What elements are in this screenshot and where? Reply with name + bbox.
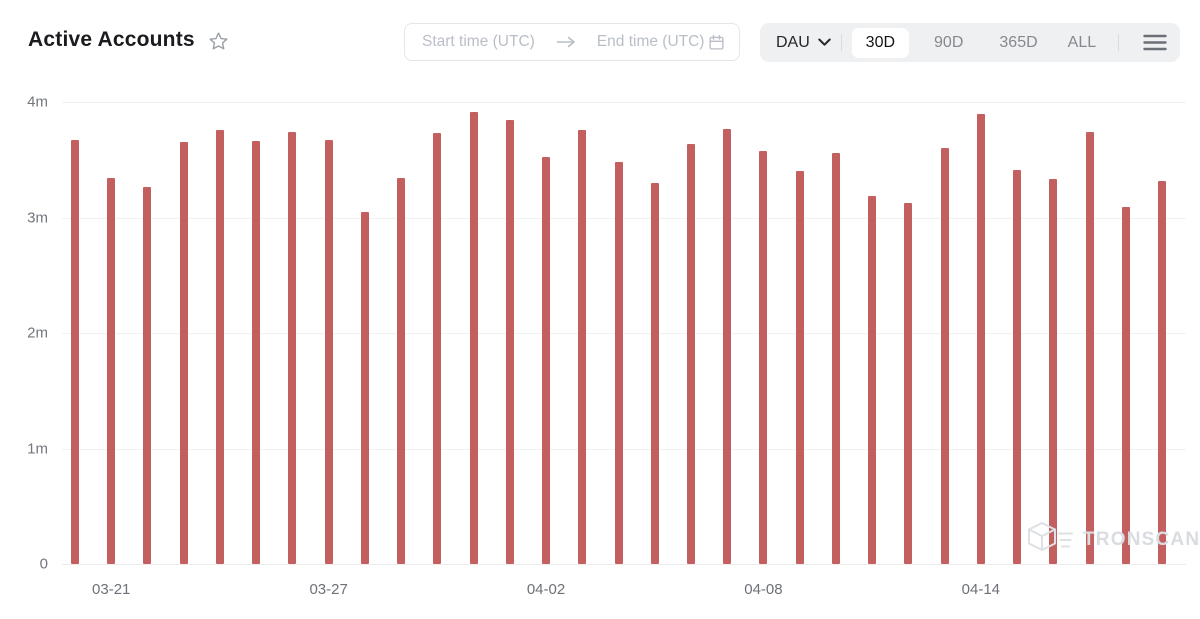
end-time-placeholder[interactable]: End time (UTC) xyxy=(596,33,705,50)
gridline xyxy=(62,448,1186,450)
range-button-30d[interactable]: 30D xyxy=(851,27,910,58)
bar[interactable] xyxy=(71,140,79,564)
bar[interactable] xyxy=(107,178,116,564)
bar[interactable] xyxy=(179,142,188,564)
bar[interactable] xyxy=(324,140,333,564)
bar[interactable] xyxy=(831,152,840,564)
chart-controls: DAU 30D 90D 365D ALL xyxy=(760,23,1180,62)
y-axis-tick-label: 0 xyxy=(39,555,48,573)
x-axis-tick-label: 04-02 xyxy=(526,581,566,598)
bar[interactable] xyxy=(360,211,369,564)
bar[interactable] xyxy=(252,141,261,564)
page-title: Active Accounts xyxy=(28,28,195,51)
divider xyxy=(840,34,842,51)
bar[interactable] xyxy=(288,132,297,564)
calendar-icon[interactable] xyxy=(708,34,725,51)
bar[interactable] xyxy=(650,182,659,564)
y-axis-tick-label: 1m xyxy=(27,440,48,457)
hamburger-menu-icon[interactable] xyxy=(1143,34,1167,51)
bar[interactable] xyxy=(976,113,985,564)
bar[interactable] xyxy=(1049,179,1058,564)
bar[interactable] xyxy=(469,112,478,564)
bar[interactable] xyxy=(505,120,514,564)
bar[interactable] xyxy=(1121,207,1130,564)
gridline xyxy=(62,333,1186,334)
start-time-placeholder[interactable]: Start time (UTC) xyxy=(422,33,535,50)
bar[interactable] xyxy=(614,162,623,564)
y-axis-tick-label: 3m xyxy=(27,209,48,226)
bar[interactable] xyxy=(143,187,152,564)
gridline xyxy=(62,217,1186,219)
divider xyxy=(1118,34,1119,51)
x-axis-tick-label: 04-08 xyxy=(744,581,783,598)
arrow-right-icon xyxy=(556,35,576,49)
bar[interactable] xyxy=(904,202,913,564)
favorite-star-icon[interactable] xyxy=(208,31,229,52)
chevron-down-icon xyxy=(818,38,831,46)
metric-dropdown-label: DAU xyxy=(776,33,810,51)
range-button-all[interactable]: ALL xyxy=(1067,33,1097,51)
bar[interactable] xyxy=(1013,170,1022,564)
range-button-90d[interactable]: 90D xyxy=(934,33,964,51)
y-axis-tick-label: 4m xyxy=(27,93,48,111)
gridline xyxy=(62,564,1186,565)
bar[interactable] xyxy=(723,128,732,564)
bar[interactable] xyxy=(578,129,587,564)
bar[interactable] xyxy=(1085,132,1094,564)
bar[interactable] xyxy=(1158,180,1166,564)
bar[interactable] xyxy=(397,178,406,564)
range-button-365d[interactable]: 365D xyxy=(999,33,1038,51)
gridline xyxy=(62,102,1186,103)
bar[interactable] xyxy=(940,148,949,564)
metric-dropdown[interactable]: DAU xyxy=(776,34,831,52)
date-range-picker[interactable]: Start time (UTC) End time (UTC) xyxy=(404,23,740,61)
bar[interactable] xyxy=(433,133,442,564)
bar[interactable] xyxy=(759,150,768,564)
x-axis-tick-label: 03-21 xyxy=(92,581,131,598)
y-axis-tick-label: 2m xyxy=(27,324,48,342)
bar[interactable] xyxy=(215,129,224,564)
bar[interactable] xyxy=(868,195,877,564)
x-axis-tick-label: 03-27 xyxy=(309,581,348,598)
x-axis-tick-label: 04-14 xyxy=(961,581,1001,598)
bar[interactable] xyxy=(795,171,804,564)
bar[interactable] xyxy=(686,143,695,564)
bar[interactable] xyxy=(542,157,551,564)
